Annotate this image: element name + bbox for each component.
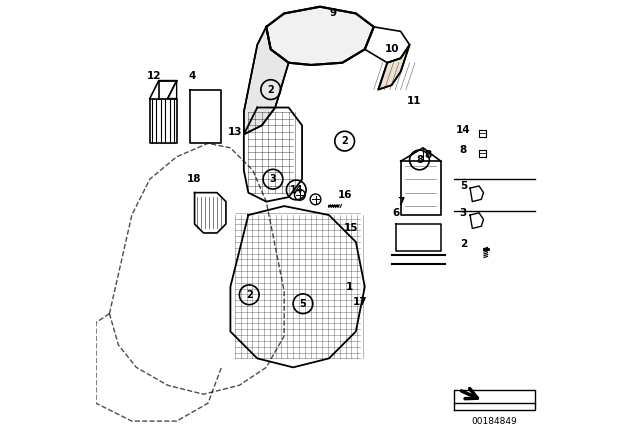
Polygon shape xyxy=(378,45,410,90)
Text: 14: 14 xyxy=(456,125,470,135)
Polygon shape xyxy=(244,27,289,134)
Text: 18: 18 xyxy=(188,174,202,184)
Text: 9: 9 xyxy=(330,9,337,18)
Text: 10: 10 xyxy=(385,44,399,54)
Text: 5: 5 xyxy=(460,181,467,191)
Text: 1: 1 xyxy=(346,282,353,292)
Text: 2: 2 xyxy=(460,239,467,249)
Text: 00184849: 00184849 xyxy=(472,417,518,426)
Text: 2: 2 xyxy=(341,136,348,146)
Text: 2: 2 xyxy=(268,85,274,95)
Text: 13: 13 xyxy=(228,127,242,137)
Text: 14: 14 xyxy=(289,185,303,195)
Text: 17: 17 xyxy=(353,297,367,307)
Text: 7: 7 xyxy=(397,197,404,207)
Text: 3: 3 xyxy=(460,208,467,218)
Polygon shape xyxy=(266,7,374,65)
Text: 11: 11 xyxy=(407,96,421,106)
Text: 15: 15 xyxy=(344,224,358,233)
Text: 12: 12 xyxy=(147,71,161,81)
Text: 8: 8 xyxy=(460,145,467,155)
Text: 16: 16 xyxy=(337,190,352,200)
Text: 6: 6 xyxy=(392,208,400,218)
Text: 8: 8 xyxy=(416,155,423,165)
Text: 8: 8 xyxy=(424,150,431,159)
Text: 4: 4 xyxy=(189,71,196,81)
Text: 5: 5 xyxy=(300,299,307,309)
Text: 2: 2 xyxy=(246,290,253,300)
Text: 3: 3 xyxy=(269,174,276,184)
